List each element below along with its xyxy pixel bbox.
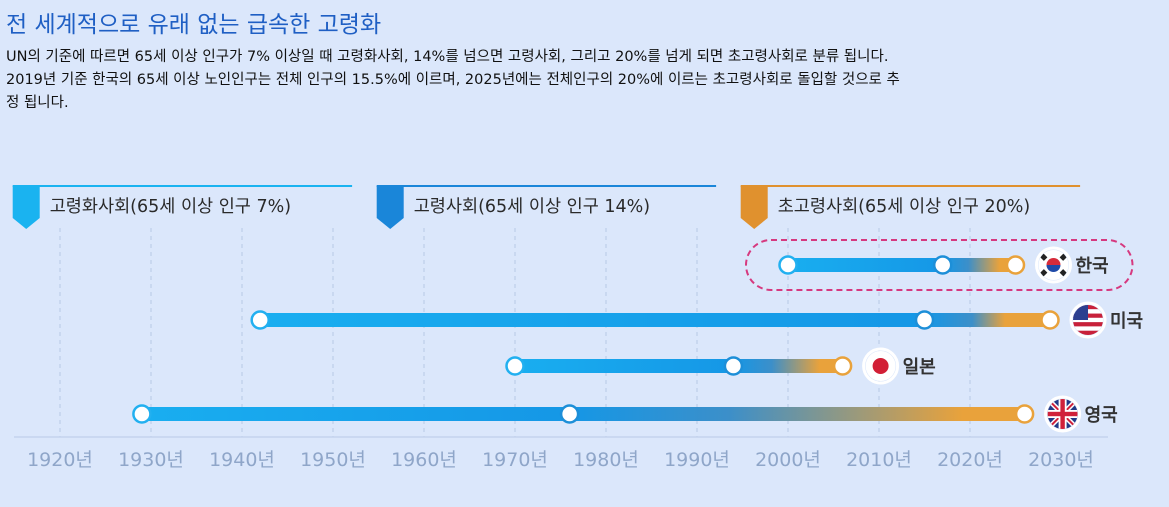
country-label: 영국 — [1085, 405, 1118, 426]
description-line: 2019년 기준 한국의 65세 이상 노인인구는 전체 인구의 15.5%에 … — [6, 72, 900, 88]
page-title: 전 세계적으로 유래 없는 급속한 고령화 — [6, 12, 382, 38]
x-tick-label: 1980년 — [573, 449, 639, 471]
super-aged-society-point — [1040, 310, 1060, 330]
page-description: UN의 기준에 따르면 65세 이상 인구가 7% 이상일 때 고령화사회, 1… — [6, 46, 1146, 115]
x-tick-label: 1960년 — [391, 449, 457, 471]
aged-society-point — [723, 356, 744, 376]
x-tick-label: 1940년 — [209, 449, 275, 471]
stage-marker — [376, 186, 404, 229]
x-tick-label: 1930년 — [118, 449, 184, 471]
x-tick-label: 2030년 — [1028, 449, 1094, 471]
aging-society-point — [778, 255, 798, 275]
aging-society-point — [250, 310, 270, 330]
aged-society-point — [559, 404, 580, 424]
stage-label: 고령사회(65세 이상 인구 14%) — [414, 197, 650, 217]
description-line: UN의 기준에 따르면 65세 이상 인구가 7% 이상일 때 고령화사회, 1… — [6, 49, 889, 65]
aging-society-point — [505, 356, 525, 376]
stage-marker — [740, 186, 768, 229]
uk-flag-icon — [1044, 395, 1082, 433]
super-aged-society-point — [832, 356, 853, 376]
aged-society-point — [914, 310, 935, 330]
x-tick-label: 2000년 — [755, 449, 821, 471]
x-tick-label: 1950년 — [300, 449, 366, 471]
highlight-box — [745, 239, 1134, 291]
x-tick-label: 1970년 — [482, 449, 548, 471]
x-tick-label: 1920년 — [27, 449, 93, 471]
korea-flag-icon — [1035, 246, 1072, 284]
stage-label: 초고령사회(65세 이상 인구 20%) — [778, 197, 1031, 217]
aging-society-point — [132, 404, 152, 424]
super-aged-society-point — [1014, 404, 1035, 424]
description-line: 정 됩니다. — [6, 95, 69, 111]
x-tick-label: 1990년 — [664, 449, 730, 471]
usa-flag-icon — [1069, 301, 1107, 339]
aged-society-point — [932, 255, 953, 275]
x-tick-label: 2020년 — [937, 449, 1003, 471]
country-label: 한국 — [1076, 256, 1109, 277]
super-aged-society-point — [1005, 255, 1026, 275]
country-label: 일본 — [903, 357, 936, 378]
country-label: 미국 — [1110, 311, 1143, 332]
stage-label: 고령화사회(65세 이상 인구 7%) — [50, 197, 291, 217]
japan-flag-icon — [862, 347, 900, 385]
x-tick-label: 2010년 — [846, 449, 912, 471]
stage-marker — [12, 186, 40, 229]
